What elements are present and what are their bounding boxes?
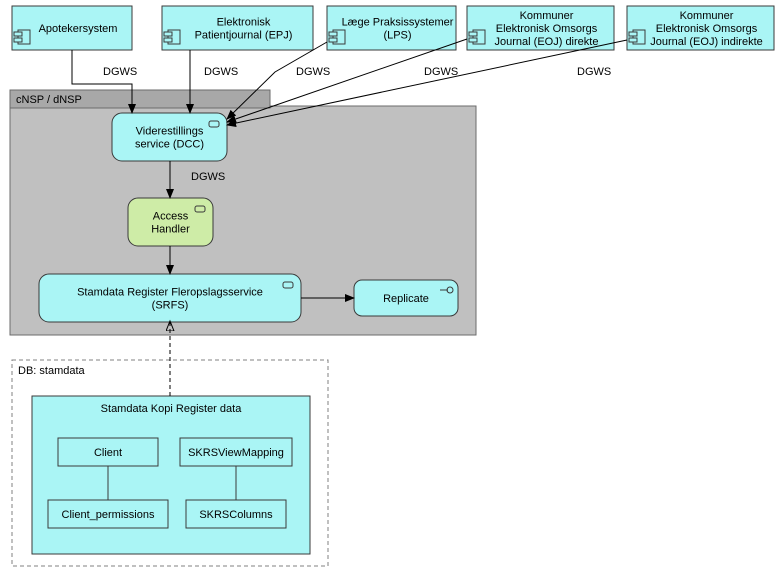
svg-text:Stamdata Kopi Register data: Stamdata Kopi Register data	[101, 403, 243, 415]
svg-text:DB: stamdata: DB: stamdata	[18, 365, 86, 377]
svg-text:DGWS: DGWS	[103, 66, 137, 78]
svg-text:DGWS: DGWS	[191, 171, 225, 183]
svg-text:Viderestillingsservice (DCC): Viderestillingsservice (DCC)	[135, 126, 204, 151]
svg-text:AccessHandler: AccessHandler	[151, 211, 190, 236]
svg-text:SKRSColumns: SKRSColumns	[199, 509, 273, 521]
node-apoteker: Apotekersystem	[12, 6, 132, 50]
node-dcc: Viderestillingsservice (DCC)	[112, 113, 227, 161]
node-access: AccessHandler	[128, 198, 213, 246]
svg-text:Client_permissions: Client_permissions	[62, 509, 155, 521]
node-replicate: Replicate	[354, 280, 458, 316]
node-clientperm: Client_permissions	[48, 500, 168, 528]
svg-text:DGWS: DGWS	[424, 66, 458, 78]
node-srfs: Stamdata Register Fleropslagsservice(SRF…	[39, 274, 301, 322]
svg-text:DGWS: DGWS	[296, 66, 330, 78]
svg-text:cNSP / dNSP: cNSP / dNSP	[16, 94, 82, 106]
node-eoj_ind: KommunerElektronisk OmsorgsJournal (EOJ)…	[627, 6, 774, 50]
svg-text:Apotekersystem: Apotekersystem	[39, 23, 118, 35]
node-lps: Læge Praksissystemer(LPS)	[327, 6, 456, 50]
node-eoj_dir: KommunerElektronisk OmsorgsJournal (EOJ)…	[467, 6, 614, 50]
svg-text:Client: Client	[94, 447, 122, 459]
svg-text:DGWS: DGWS	[204, 66, 238, 78]
node-client: Client	[58, 438, 158, 466]
node-skrd: Stamdata Kopi Register data	[32, 396, 310, 554]
svg-text:Replicate: Replicate	[383, 293, 429, 305]
node-epj: ElektroniskPatientjournal (EPJ)	[162, 6, 313, 50]
svg-text:SKRSViewMapping: SKRSViewMapping	[188, 447, 284, 459]
node-viewmap: SKRSViewMapping	[180, 438, 292, 466]
svg-text:DGWS: DGWS	[577, 66, 611, 78]
node-skrscol: SKRSColumns	[186, 500, 286, 528]
